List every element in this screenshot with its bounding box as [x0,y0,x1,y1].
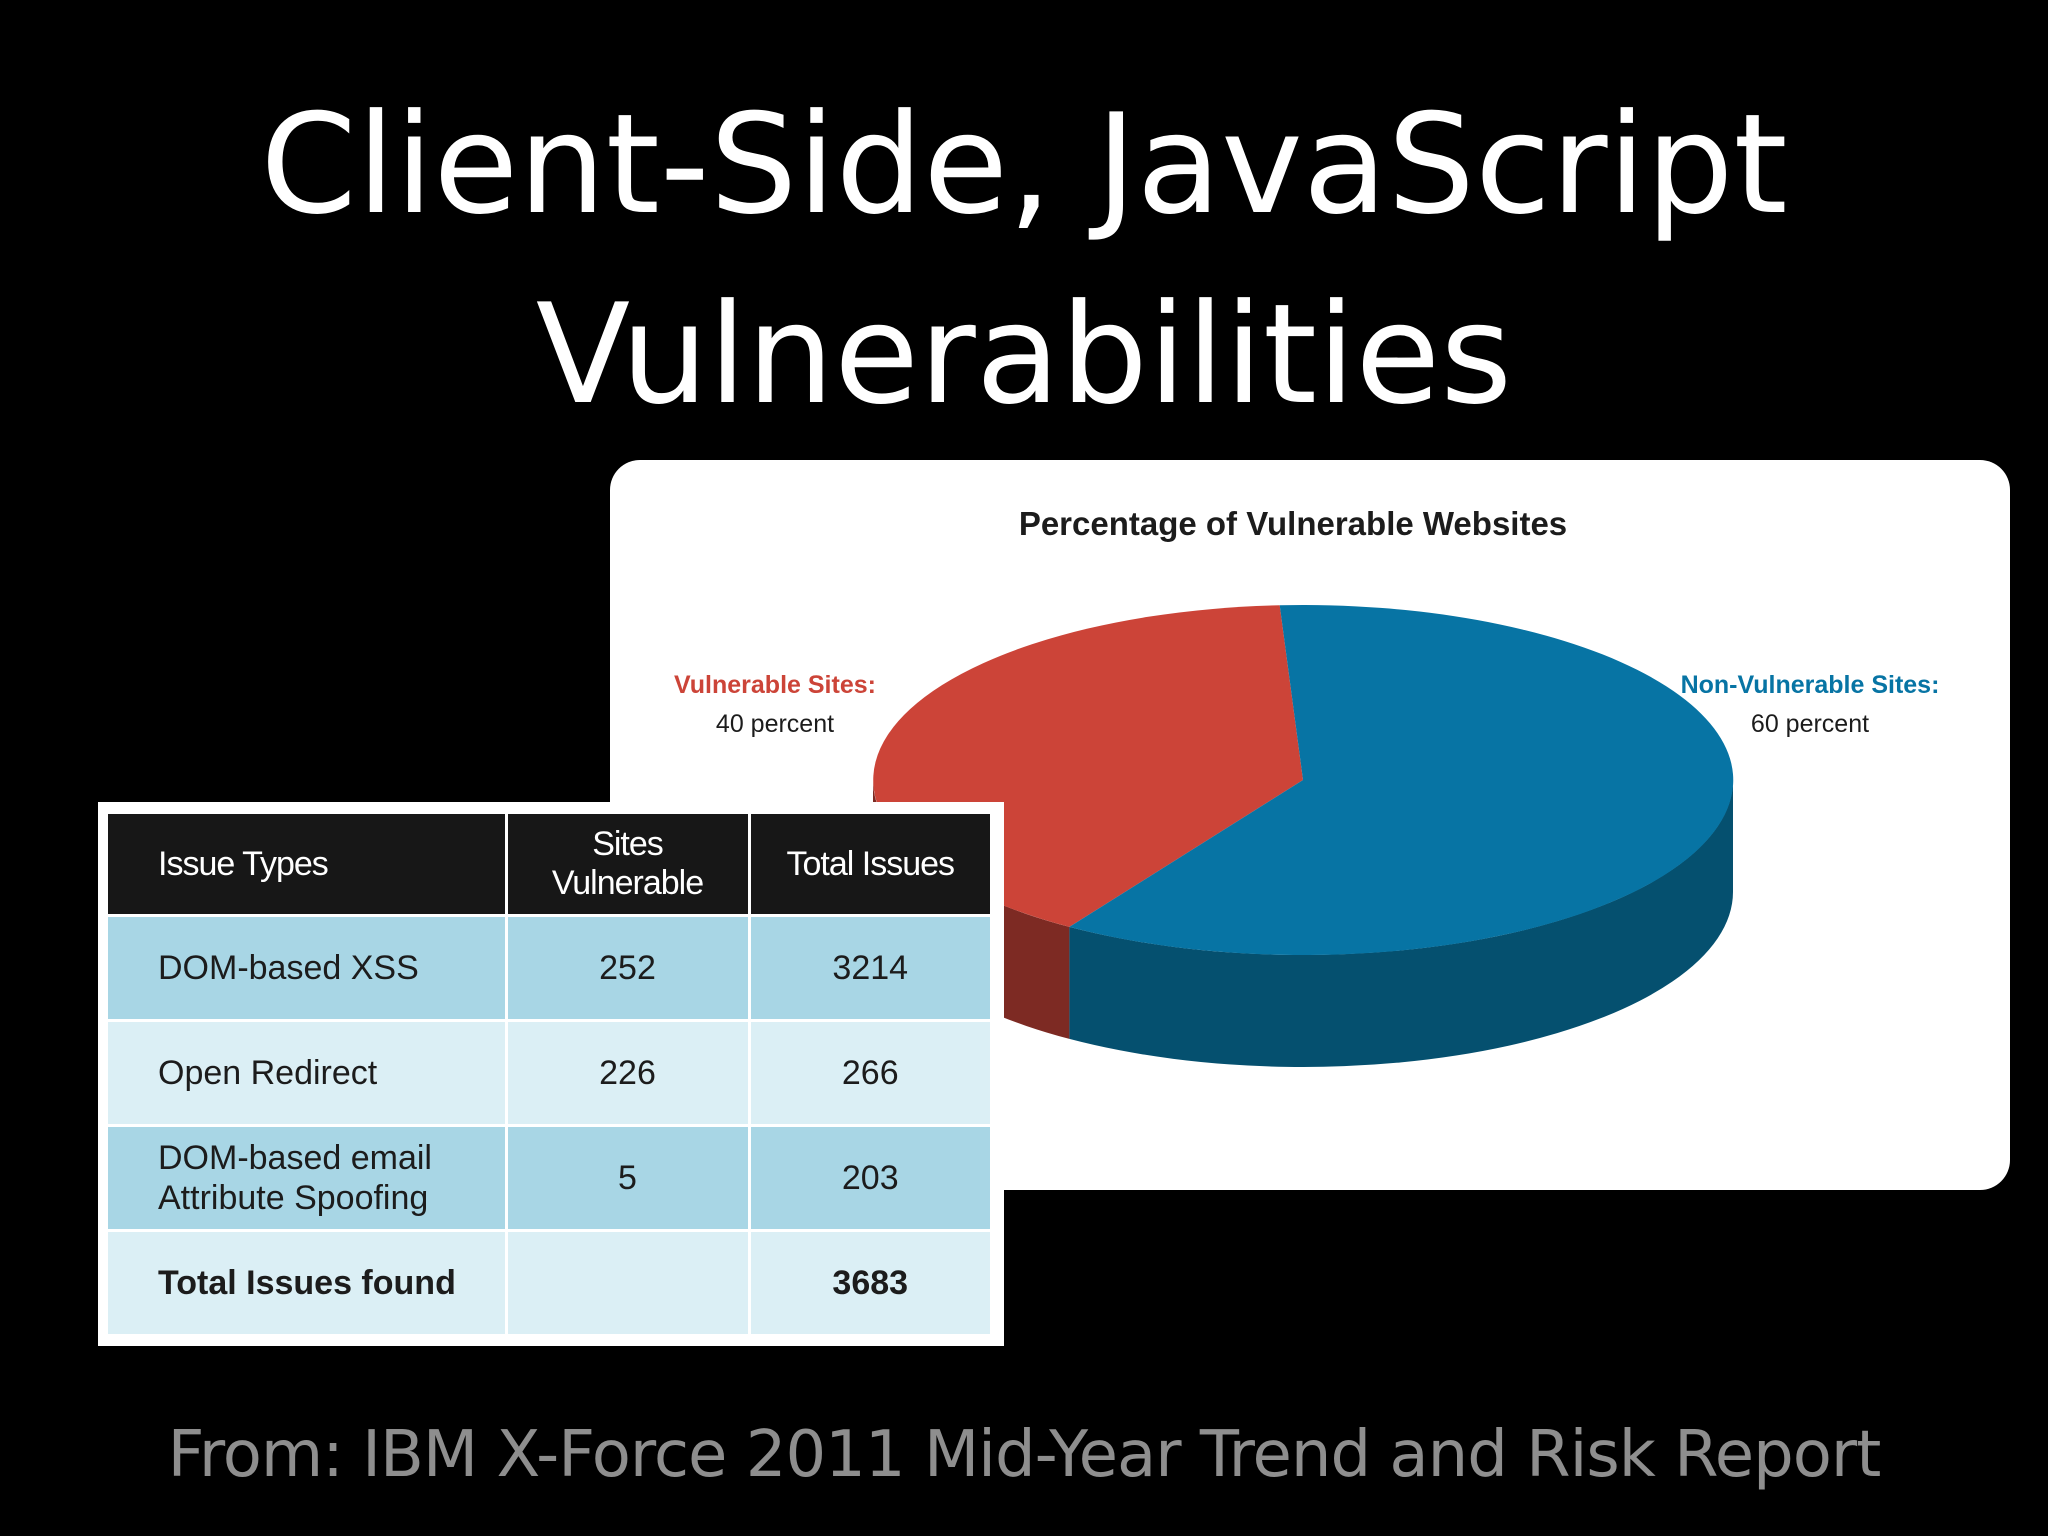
pie-slice-non-vulnerable [1069,605,1734,956]
issue-type-cell: DOM-based email Attribute Spoofing [108,1125,508,1232]
total-issues-value-cell: 3683 [749,1230,990,1337]
sites-vulnerable-cell: 5 [506,1125,751,1232]
pie-slice-non-vulnerable-side [1069,780,1733,1067]
column-header-sites-vulnerable: Sites Vulnerable [506,814,751,917]
total-sites-cell [506,1230,751,1337]
total-label-cell: Total Issues found [108,1230,508,1337]
slice-label-non-vulnerable: Non-Vulnerable Sites: [1681,671,1940,699]
table-header-row: Issue Types Sites Vulnerable Total Issue… [108,814,990,917]
issue-type-cell: Open Redirect [108,1020,508,1127]
chart-title: Percentage of Vulnerable Websites [1019,505,1567,542]
issues-table-card: Issue Types Sites Vulnerable Total Issue… [98,802,1004,1346]
issue-type-cell: DOM-based XSS [108,915,508,1022]
issue-type-line2: Attribute Spoofing [158,1179,429,1217]
source-caption: From: IBM X-Force 2011 Mid-Year Trend an… [167,1418,1882,1492]
slide-title-line2: Vulnerabilities [535,274,1513,435]
slice-value-vulnerable: 40 percent [716,710,834,738]
table-row: DOM-based email Attribute Spoofing 5 203 [108,1125,990,1232]
column-header-total-issues: Total Issues [749,814,990,917]
table-total-row: Total Issues found 3683 [108,1230,990,1337]
slide-title: Client-Side, JavaScript Vulnerabilities [0,70,2048,450]
table-row: DOM-based XSS 252 3214 [108,915,990,1022]
column-header-issue-types: Issue Types [108,814,508,917]
total-issues-cell: 203 [749,1125,990,1232]
issue-type-line1: DOM-based email [158,1139,432,1177]
slice-value-non-vulnerable: 60 percent [1751,710,1869,738]
sites-vulnerable-cell: 252 [506,915,751,1022]
issues-table: Issue Types Sites Vulnerable Total Issue… [108,814,990,1337]
slice-label-vulnerable: Vulnerable Sites: [674,671,876,699]
total-issues-cell: 266 [749,1020,990,1127]
sites-vulnerable-cell: 226 [506,1020,751,1127]
table-row: Open Redirect 226 266 [108,1020,990,1127]
slide-title-line1: Client-Side, JavaScript [260,84,1788,245]
total-issues-cell: 3214 [749,915,990,1022]
